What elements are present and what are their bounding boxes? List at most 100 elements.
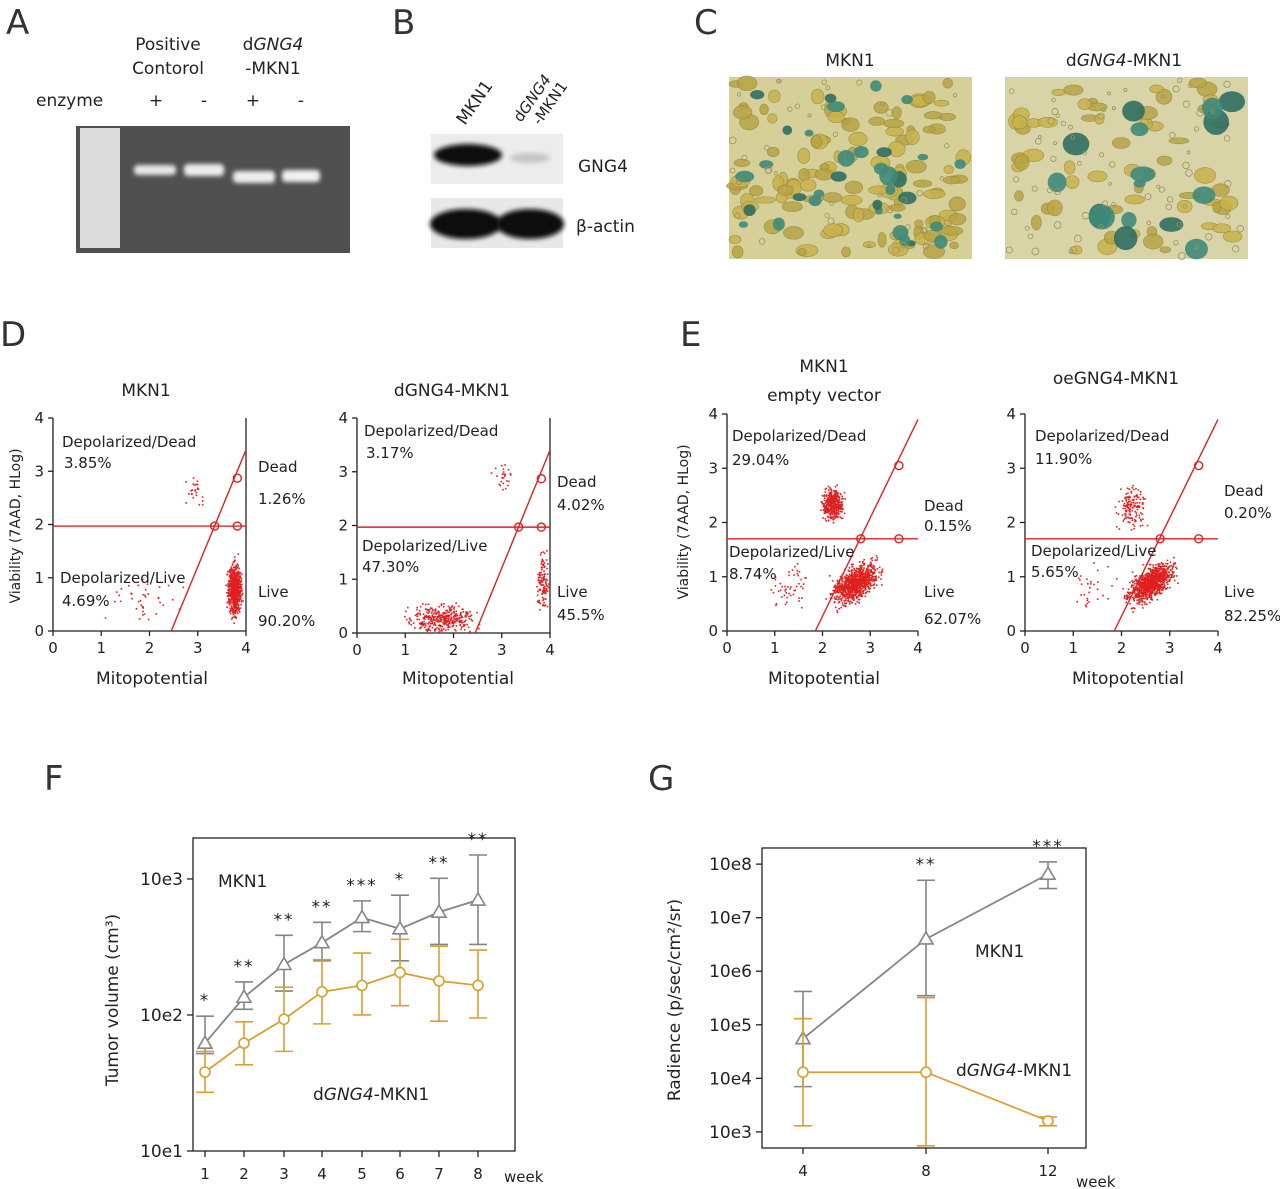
event-dot <box>1144 601 1146 603</box>
event-dot <box>237 592 240 594</box>
event-dot <box>1138 583 1140 586</box>
event-dot <box>845 583 848 586</box>
event-dot <box>544 581 547 583</box>
event-dot <box>1146 579 1149 582</box>
event-dot <box>1172 564 1175 566</box>
event-dot <box>826 509 829 512</box>
debris <box>1034 138 1042 145</box>
label-dead: Dead <box>258 458 298 476</box>
event-dot <box>453 612 455 614</box>
flow-x-tick-label: 3 <box>193 639 203 657</box>
event-dot <box>798 597 800 599</box>
event-dot <box>861 583 863 585</box>
debris <box>787 106 793 112</box>
event-dot <box>1135 592 1137 595</box>
event-dot <box>841 517 844 520</box>
event-dot <box>833 503 835 506</box>
event-dot <box>454 613 457 616</box>
event-dot <box>820 501 823 503</box>
event-dot <box>1107 565 1109 568</box>
event-dot <box>1131 509 1134 512</box>
event-dot <box>1126 596 1128 598</box>
event-dot <box>226 606 228 608</box>
event-dot <box>232 599 234 601</box>
flow-x-tick-label: 3 <box>1165 639 1175 657</box>
event-dot <box>444 621 446 623</box>
flow-x-tick-label: 1 <box>96 639 106 657</box>
flow-x-tick-label: 2 <box>1117 639 1127 657</box>
flow-y-tick-label: 2 <box>34 516 44 534</box>
event-dot <box>490 472 493 474</box>
event-dot <box>1133 488 1135 491</box>
event-dot <box>1150 593 1152 595</box>
event-dot <box>1153 575 1156 578</box>
event-dot <box>503 473 506 476</box>
event-dot <box>880 572 882 574</box>
event-dot <box>826 500 829 503</box>
event-dot <box>1089 583 1092 585</box>
event-dot <box>437 614 440 617</box>
event-dot <box>1135 574 1138 577</box>
event-dot <box>230 566 233 569</box>
event-dot <box>827 515 829 518</box>
event-dot <box>837 510 840 513</box>
debris <box>1182 161 1190 170</box>
event-dot <box>860 564 863 567</box>
event-dot <box>835 507 838 510</box>
event-dot <box>231 618 233 620</box>
event-dot <box>867 580 869 582</box>
event-dot <box>847 592 850 595</box>
event-dot <box>1160 566 1162 568</box>
gate-handle <box>894 534 904 544</box>
event-dot <box>832 489 835 492</box>
event-dot <box>1147 589 1149 591</box>
event-dot <box>241 583 243 586</box>
event-dot <box>548 586 550 589</box>
event-dot <box>834 507 837 510</box>
cell <box>888 203 906 212</box>
event-dot <box>232 583 235 585</box>
event-dot <box>849 602 851 605</box>
event-dot <box>831 501 833 503</box>
cell <box>1212 223 1232 234</box>
event-dot <box>853 583 856 586</box>
chart-g-label-mkn1: MKN1 <box>975 942 1024 962</box>
event-dot <box>236 610 238 613</box>
event-dot <box>447 628 449 631</box>
event-dot <box>1097 581 1099 583</box>
event-dot <box>1127 521 1130 523</box>
flow-y-tick-label: 1 <box>708 568 718 586</box>
event-dot <box>240 600 243 603</box>
event-dot <box>421 603 424 605</box>
event-dot <box>1133 598 1135 601</box>
event-dot <box>1157 571 1159 574</box>
event-dot <box>442 628 445 630</box>
panel-letter-e: E <box>680 315 701 355</box>
event-dot <box>835 598 838 600</box>
event-dot <box>1125 517 1127 520</box>
event-dot <box>235 616 238 619</box>
event-dot <box>1150 591 1153 594</box>
event-dot <box>832 504 834 507</box>
event-dot <box>1170 564 1173 567</box>
event-dot <box>233 568 235 571</box>
event-dot <box>1130 517 1133 519</box>
event-dot <box>875 579 878 582</box>
pct-live: 45.5% <box>557 606 605 624</box>
event-dot <box>1125 504 1128 507</box>
debris <box>1074 234 1082 243</box>
event-dot <box>464 624 466 626</box>
event-dot <box>874 577 877 580</box>
event-dot <box>844 584 846 586</box>
event-dot <box>431 616 434 618</box>
event-dot <box>1129 511 1131 513</box>
event-dot <box>1147 576 1150 579</box>
event-dot <box>836 507 839 510</box>
event-dot <box>869 564 871 566</box>
event-dot <box>438 615 441 618</box>
event-dot <box>862 587 864 589</box>
chart-f-frame <box>192 837 516 1152</box>
event-dot <box>1159 580 1161 582</box>
event-dot <box>855 586 857 589</box>
event-dot <box>239 581 242 583</box>
